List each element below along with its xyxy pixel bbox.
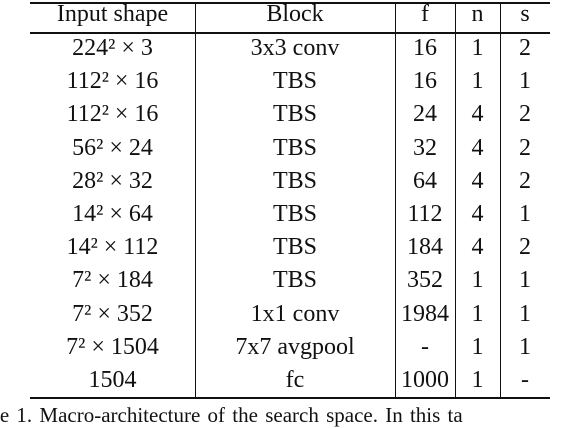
table-cell: 1000 xyxy=(401,367,449,393)
column-rule xyxy=(195,2,196,398)
table-cell: - xyxy=(421,333,429,360)
table-cell: 2 xyxy=(519,101,531,128)
table-cell: 1x1 conv xyxy=(250,300,340,327)
table-cell: 14² × 112 xyxy=(66,234,159,261)
header-cell: n xyxy=(471,1,484,27)
table-cell: TBS xyxy=(272,167,317,194)
header-cell: Block xyxy=(266,1,324,27)
table-cell: 3x3 conv xyxy=(250,35,340,61)
table-cell: 4 xyxy=(471,167,484,194)
table-cell: 7² × 352 xyxy=(72,300,153,327)
table-cell: TBS xyxy=(272,101,317,128)
table-cell: 16 xyxy=(413,68,437,95)
column-rule xyxy=(455,2,456,398)
table-cell: TBS xyxy=(272,234,317,261)
table-cell: 112² × 16 xyxy=(66,101,159,128)
table-cell: 352 xyxy=(407,267,443,294)
table-cell: 184 xyxy=(407,234,443,261)
column-rule xyxy=(500,2,501,398)
table-cell: 1984 xyxy=(401,300,449,327)
table-cell: 4 xyxy=(471,101,484,128)
table-cell: 4 xyxy=(471,234,484,261)
table-cell: 32 xyxy=(413,134,437,161)
table-cell: 16 xyxy=(413,35,437,61)
table-cell: 64 xyxy=(413,167,437,194)
table-cell: - xyxy=(521,367,529,393)
table-cell: 14² × 64 xyxy=(72,201,153,227)
table-cell: 4 xyxy=(471,201,484,227)
table-cell: fc xyxy=(285,367,305,393)
table-cell: 1 xyxy=(519,201,531,227)
table-cell: 24 xyxy=(413,101,437,128)
rule xyxy=(30,32,550,34)
table-cell: 1 xyxy=(471,68,484,95)
table-cell: TBS xyxy=(272,201,317,227)
table-cell: 4 xyxy=(471,134,484,161)
table-cell: 224² × 3 xyxy=(72,35,153,61)
table-cell: 28² × 32 xyxy=(72,167,153,194)
table-cell: 1 xyxy=(519,333,531,360)
rule xyxy=(30,2,550,4)
table-cell: 1 xyxy=(519,68,531,95)
table-cell: 7x7 avgpool xyxy=(235,333,355,360)
table-cell: 1 xyxy=(471,367,484,393)
rule xyxy=(30,397,550,399)
table-cell: 1504 xyxy=(88,367,137,393)
table-cell: 1 xyxy=(471,267,484,294)
column-rule xyxy=(395,2,396,398)
table-cell: TBS xyxy=(272,134,317,161)
table-cell: 1 xyxy=(471,300,484,327)
table-cell: 7² × 184 xyxy=(72,267,153,294)
header-cell: f xyxy=(421,1,429,27)
table-cell: 56² × 24 xyxy=(72,134,153,161)
table-cell: 2 xyxy=(519,234,531,261)
header-cell: s xyxy=(520,1,530,27)
table-cell: 2 xyxy=(519,35,531,61)
table-cell: TBS xyxy=(272,267,317,294)
table-cell: 112² × 16 xyxy=(66,68,159,95)
header-cell: Input shape xyxy=(56,1,169,27)
table-cell: 2 xyxy=(519,134,531,161)
table-cell: TBS xyxy=(272,68,317,95)
table-cell: 1 xyxy=(519,300,531,327)
table-cell: 1 xyxy=(471,35,484,61)
table-cell: 1 xyxy=(471,333,484,360)
table-cell: 112 xyxy=(407,201,443,227)
table-cell: 2 xyxy=(519,167,531,194)
caption: le 1. Macro-architecture of the search s… xyxy=(0,403,463,427)
table-cell: 1 xyxy=(519,267,531,294)
table-cell: 7² × 1504 xyxy=(66,333,159,360)
